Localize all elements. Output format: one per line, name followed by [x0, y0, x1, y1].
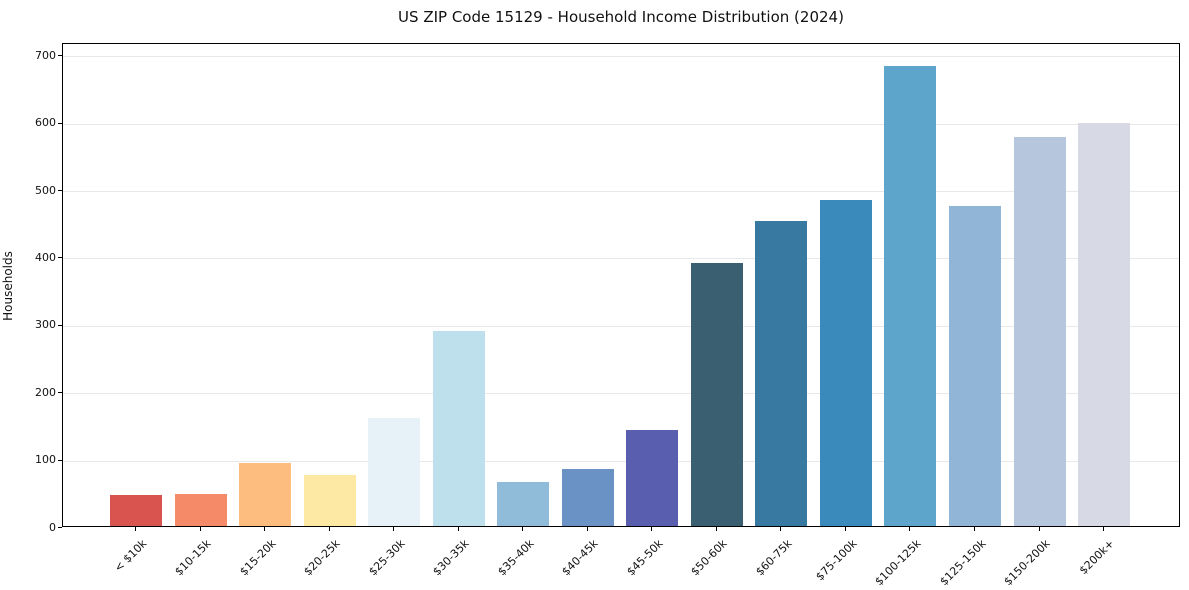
ytick-mark-700 [58, 55, 62, 57]
bar-$50-60k [690, 263, 743, 526]
xtick-label-$45-50k: $45-50k [624, 537, 666, 579]
ytick-mark-200 [58, 392, 62, 394]
xtick-label-$35-40k: $35-40k [495, 537, 537, 579]
xtick-mark-$30-35k [457, 527, 459, 531]
xtick-label-$60-75k: $60-75k [753, 537, 795, 579]
xtick-label-$125-150k: $125-150k [936, 537, 989, 589]
xtick-mark-$20-25k [328, 527, 330, 531]
xtick-label-< $10k: < $10k [111, 537, 150, 575]
xtick-label-$15-20k: $15-20k [237, 537, 279, 579]
ytick-mark-100 [58, 459, 62, 461]
xtick-label-$100-125k: $100-125k [872, 537, 924, 589]
xtick-mark-$45-50k [651, 527, 653, 531]
xtick-label-$200k+: $200k+ [1077, 537, 1118, 578]
bar-$125-150k [948, 205, 1001, 526]
gridline-y500 [63, 191, 1179, 192]
bar-$45-50k [626, 429, 679, 526]
ytick-label-100: 100 [35, 453, 56, 467]
xtick-label-$40-45k: $40-45k [559, 537, 601, 579]
xtick-label-$75-100k: $75-100k [812, 537, 860, 584]
ytick-mark-400 [58, 257, 62, 259]
xtick-mark-$15-20k [264, 527, 266, 531]
gridline-y100 [63, 460, 1179, 462]
ytick-mark-600 [58, 122, 62, 124]
xtick-mark-$150-200k [1038, 527, 1040, 531]
plot-area [62, 43, 1180, 527]
ytick-label-500: 500 [35, 183, 56, 197]
bar-$100-125k [884, 66, 937, 526]
xtick-label-$20-25k: $20-25k [301, 537, 343, 579]
gridline-y700 [63, 56, 1179, 58]
bar-$75-100k [819, 200, 872, 526]
bar-$20-25k [303, 474, 356, 526]
bar-$25-30k [368, 418, 421, 526]
ytick-label-700: 700 [35, 48, 56, 62]
xtick-mark-$75-100k [844, 527, 846, 531]
bar-$200k+ [1078, 122, 1130, 526]
ytick-mark-0 [58, 527, 62, 528]
gridline-y300 [63, 325, 1179, 327]
ytick-label-0: 0 [49, 520, 56, 534]
xtick-mark-$50-60k [715, 527, 717, 531]
bar-$30-35k [432, 330, 485, 526]
bar-$10-15k [174, 493, 227, 526]
xtick-mark-$10-15k [199, 527, 201, 531]
xtick-mark-$100-125k [909, 527, 911, 531]
ytick-label-400: 400 [35, 250, 56, 264]
xtick-mark-$40-45k [586, 527, 588, 531]
xtick-label-$25-30k: $25-30k [366, 537, 408, 579]
ytick-mark-500 [58, 190, 62, 191]
ytick-label-300: 300 [35, 318, 56, 332]
xtick-label-$30-35k: $30-35k [430, 537, 472, 579]
bar-$150-200k [1013, 137, 1066, 526]
xtick-mark-$35-40k [522, 527, 524, 531]
gridline-y600 [63, 123, 1179, 125]
ytick-mark-300 [58, 324, 62, 326]
xtick-label-$10-15k: $10-15k [172, 537, 214, 579]
bar-$15-20k [239, 462, 292, 526]
chart-title: US ZIP Code 15129 - Household Income Dis… [398, 8, 844, 26]
xtick-mark-$125-150k [973, 527, 975, 531]
gridline-y200 [63, 393, 1179, 395]
bar-< $10k [110, 495, 162, 526]
xtick-label-$150-200k: $150-200k [1001, 537, 1053, 589]
xtick-mark-$200k+ [1103, 527, 1104, 531]
bar-$40-45k [561, 468, 614, 526]
xtick-mark-$60-75k [780, 527, 782, 531]
xtick-label-$50-60k: $50-60k [688, 537, 731, 579]
bar-$35-40k [497, 481, 550, 526]
ytick-label-200: 200 [35, 385, 56, 399]
bar-$60-75k [755, 221, 808, 526]
gridline-y400 [63, 258, 1179, 260]
xtick-mark-$25-30k [393, 527, 395, 531]
ytick-label-600: 600 [35, 116, 56, 129]
xtick-mark-< $10k [135, 527, 136, 531]
